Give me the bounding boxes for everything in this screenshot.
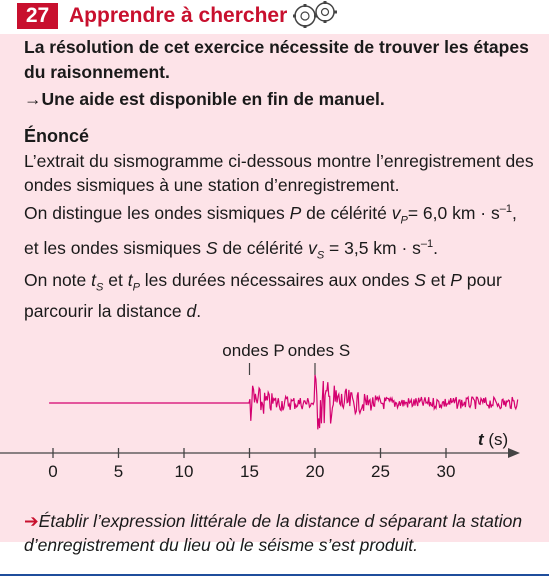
- intro-text: La résolution de cet exercice nécessite …: [24, 37, 529, 82]
- arrow-icon: ➔: [24, 511, 39, 531]
- exercise-number-badge: 27: [17, 3, 58, 29]
- x-tick-label: 25: [371, 462, 390, 481]
- x-axis-label: t (s): [478, 430, 508, 449]
- page-bottom-rule: [0, 574, 549, 576]
- x-tick-label: 15: [240, 462, 259, 481]
- x-tick-label: 10: [175, 462, 194, 481]
- enonce-line4: On note tS et tP les durées nécessaires …: [24, 269, 502, 322]
- x-tick-label: 5: [114, 462, 123, 481]
- annotation-label: ondes P: [222, 341, 284, 360]
- question-text: ➔Établir l’expression littérale de la di…: [24, 509, 539, 557]
- x-tick-label: 30: [437, 462, 456, 481]
- enonce-line2: On distingue les ondes sismiques P de cé…: [24, 202, 517, 262]
- gears-icon: [293, 1, 337, 28]
- x-tick-label: 0: [48, 462, 57, 481]
- x-tick-label: 20: [306, 462, 325, 481]
- time-axis-arrow: [508, 448, 520, 458]
- annotation-label: ondes S: [288, 341, 350, 360]
- seismic-signal: [49, 374, 519, 430]
- enonce-text: L’extrait du sismogramme ci-dessous mont…: [24, 149, 534, 323]
- enonce-line1: L’extrait du sismogramme ci-dessous mont…: [24, 151, 534, 195]
- question-statement: Établir l’expression littérale de la dis…: [24, 511, 523, 555]
- enonce-heading: Énoncé: [24, 126, 90, 146]
- exercise-title: Apprendre à chercher: [69, 4, 288, 27]
- exercise-body: [0, 34, 549, 542]
- help-note: →Une aide est disponible en fin de manue…: [24, 89, 385, 109]
- exercise-header: 27 Apprendre à chercher: [0, 0, 549, 34]
